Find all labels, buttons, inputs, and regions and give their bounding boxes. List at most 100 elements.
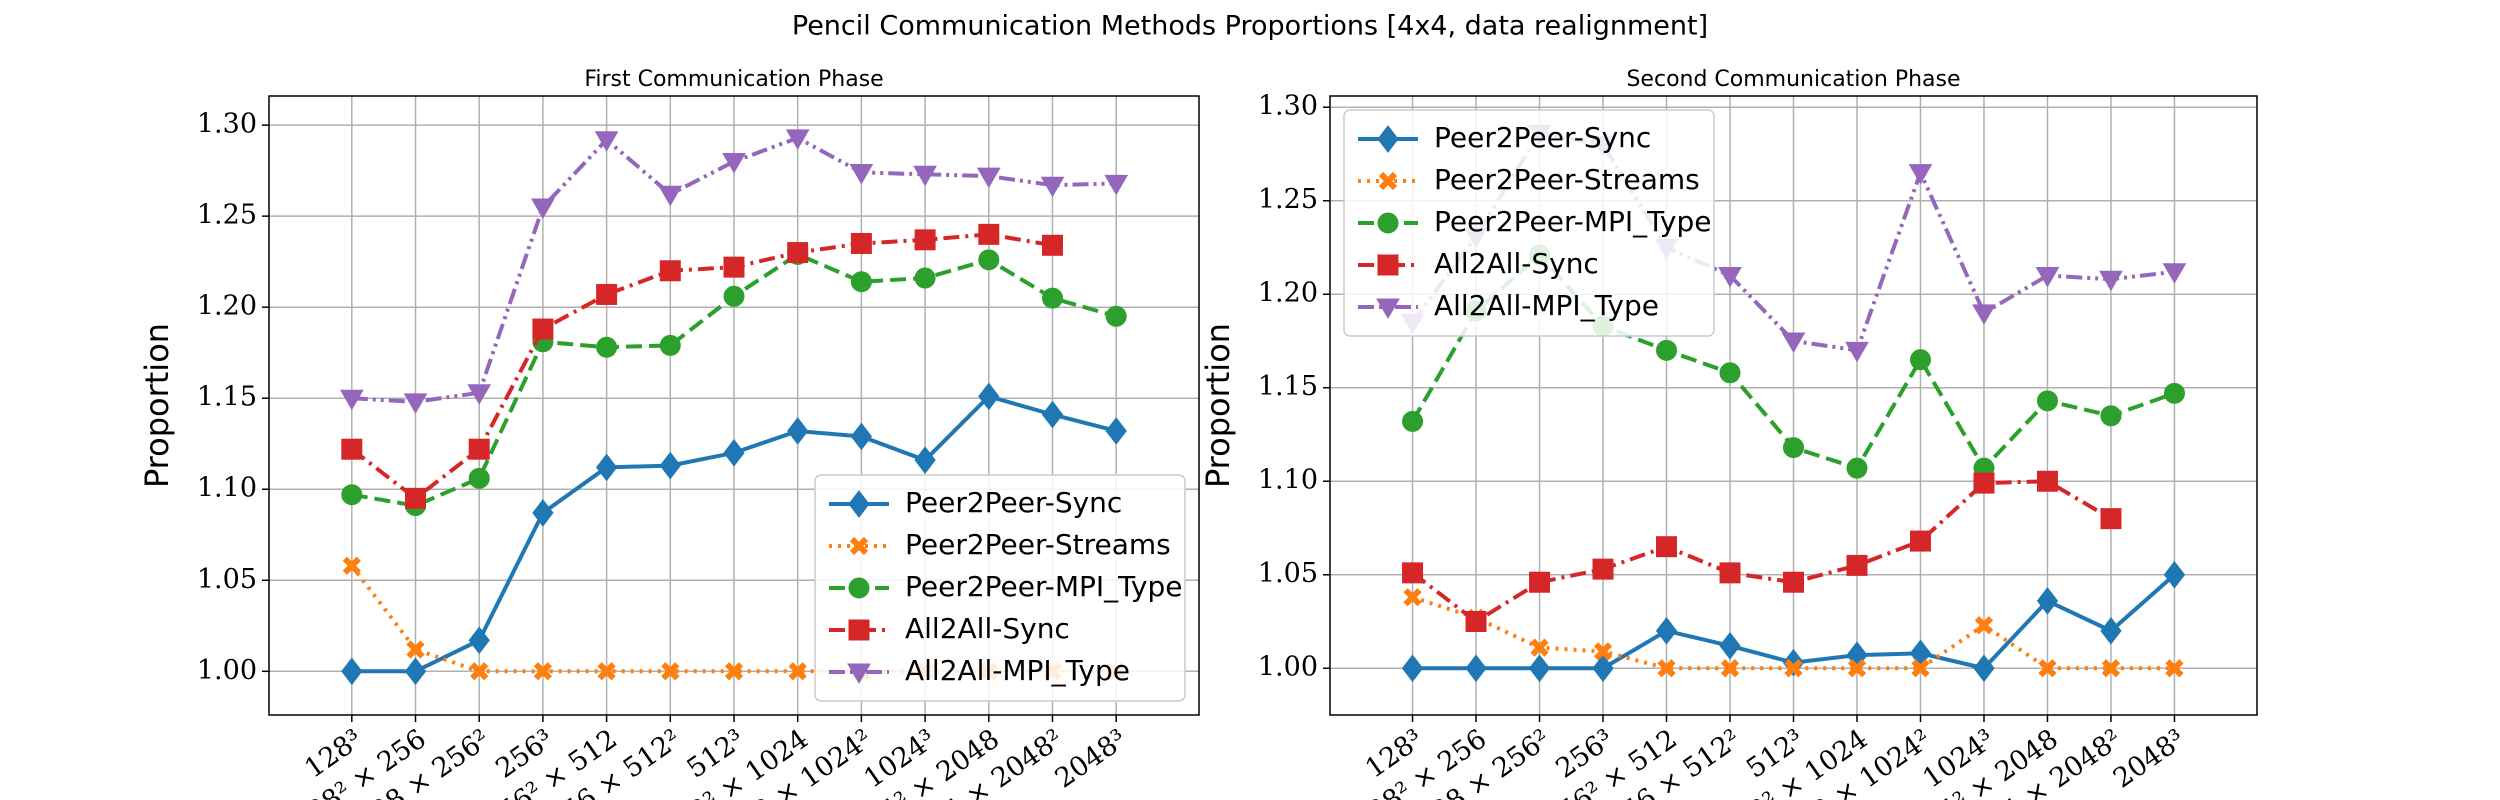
- marker: [1911, 659, 1930, 678]
- marker: [2038, 659, 2057, 678]
- figure-title: Pencil Communication Methods Proportions…: [792, 11, 1708, 42]
- legend: Peer2Peer-Sync Peer2Peer-Streams Peer2Peer…: [814, 474, 1186, 702]
- subplot-title: Second Communication Phase: [1626, 67, 1960, 92]
- marker: [2163, 382, 2185, 404]
- legend-marker: [1377, 125, 1399, 153]
- marker: [2036, 390, 2058, 412]
- marker: [661, 662, 680, 681]
- marker: [1972, 304, 1996, 325]
- marker: [1784, 659, 1803, 678]
- marker: [1592, 654, 1614, 683]
- marker: [1656, 536, 1678, 558]
- marker: [594, 131, 619, 152]
- x-tick-label: 2048³: [1050, 723, 1133, 794]
- marker: [470, 662, 489, 681]
- marker: [2101, 659, 2121, 678]
- subplot: Second Communication Phase Proportion 1.00…: [1199, 67, 2258, 800]
- marker: [2162, 263, 2187, 284]
- marker: [468, 438, 490, 460]
- y-tick-label: 1.10: [1258, 465, 1318, 496]
- legend-marker: [1376, 298, 1400, 319]
- legend-marker: [1378, 171, 1398, 191]
- marker: [1530, 638, 1549, 657]
- legend-marker: [847, 663, 871, 684]
- marker: [341, 438, 363, 460]
- marker: [1402, 562, 1424, 584]
- y-tick-label: 1.15: [1258, 371, 1318, 402]
- y-tick-label: 1.00: [1258, 652, 1318, 683]
- marker: [2165, 659, 2184, 678]
- marker: [341, 657, 363, 686]
- marker: [914, 267, 936, 289]
- marker: [1909, 349, 1931, 371]
- marker: [1402, 410, 1424, 432]
- y-tick-label: 1.05: [1258, 558, 1318, 589]
- marker: [342, 556, 361, 575]
- marker: [1592, 558, 1614, 580]
- marker: [403, 393, 428, 414]
- marker: [1973, 472, 1995, 494]
- marker: [597, 662, 616, 681]
- y-axis-label: Proportion: [1199, 323, 1237, 488]
- marker: [1040, 176, 1065, 198]
- marker: [468, 626, 490, 655]
- marker: [1783, 571, 1804, 593]
- marker: [658, 185, 683, 207]
- legend-label: Peer2Peer-MPI_Type: [1434, 205, 1711, 238]
- marker: [849, 163, 874, 185]
- marker: [339, 389, 364, 411]
- marker: [1593, 642, 1613, 661]
- marker: [659, 451, 681, 480]
- marker: [2163, 560, 2186, 589]
- marker: [596, 283, 618, 305]
- marker: [1781, 332, 1806, 353]
- marker: [1529, 571, 1551, 593]
- marker: [2036, 470, 2058, 492]
- marker: [850, 232, 872, 254]
- y-tick-label: 1.25: [197, 200, 257, 231]
- marker: [978, 382, 1000, 411]
- marker: [1973, 654, 1995, 683]
- marker: [532, 318, 554, 340]
- plot-frame: [268, 95, 1200, 716]
- marker: [1908, 164, 1933, 185]
- marker: [1783, 437, 1804, 459]
- marker: [2035, 267, 2060, 288]
- marker: [787, 242, 809, 264]
- legend-marker: [848, 577, 870, 599]
- marker: [1846, 554, 1868, 576]
- plot-frame: [1329, 95, 2258, 716]
- marker: [787, 417, 809, 445]
- legend-label: All2All-MPI_Type: [1434, 289, 1659, 322]
- marker: [1719, 631, 1741, 660]
- marker: [1847, 659, 1867, 678]
- legend-marker: [1377, 254, 1399, 276]
- marker: [723, 285, 745, 307]
- y-tick-label: 1.30: [1258, 91, 1318, 122]
- legend-marker: [848, 619, 870, 641]
- marker: [1720, 659, 1740, 678]
- marker: [596, 336, 618, 358]
- subplot-title: First Communication Phase: [584, 67, 883, 92]
- marker: [1105, 305, 1127, 327]
- marker: [406, 640, 425, 659]
- marker: [978, 249, 1000, 271]
- marker: [1465, 654, 1487, 683]
- y-tick-label: 1.15: [197, 382, 257, 413]
- marker: [913, 165, 937, 187]
- marker: [1104, 174, 1129, 196]
- marker: [659, 334, 681, 356]
- marker: [2100, 617, 2122, 645]
- y-tick-label: 1.00: [197, 655, 257, 686]
- legend-marker: [848, 490, 870, 518]
- legend-label: Peer2Peer-MPI_Type: [905, 570, 1182, 603]
- marker: [532, 499, 554, 527]
- y-tick-label: 1.30: [197, 109, 257, 140]
- legend-label: All2All-Sync: [905, 612, 1070, 645]
- legend-label: Peer2Peer-Streams: [1434, 163, 1700, 196]
- marker: [1657, 659, 1676, 678]
- y-tick-label: 1.10: [197, 473, 257, 504]
- marker: [1718, 267, 1742, 288]
- marker: [1719, 362, 1741, 384]
